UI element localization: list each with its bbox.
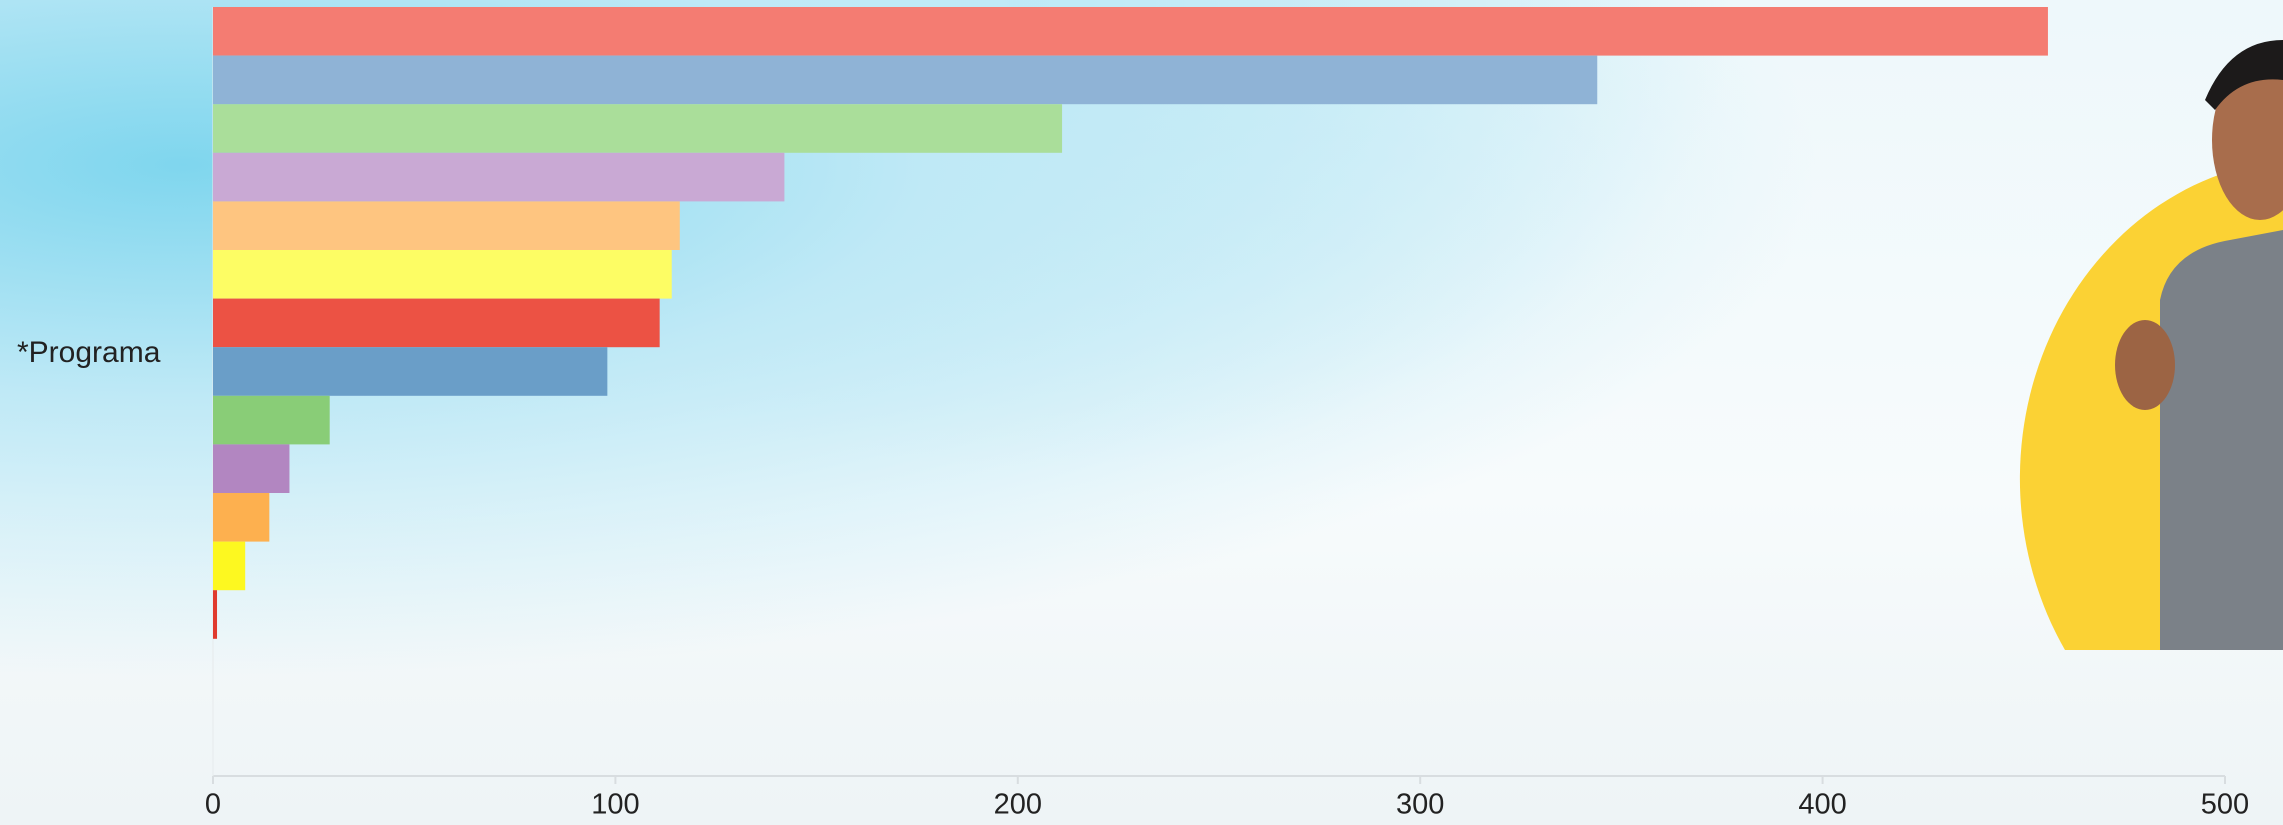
x-tick-label: 500 (2201, 789, 2249, 821)
bar (213, 250, 672, 299)
x-tick-label: 100 (591, 789, 639, 821)
bar (213, 55, 1598, 105)
bar (213, 347, 608, 396)
person-head (2212, 60, 2283, 220)
bar (213, 395, 330, 445)
person-hair (2205, 40, 2283, 110)
person-shirt (2160, 230, 2283, 650)
x-tick-label: 400 (1798, 789, 1846, 821)
decoration (2019, 40, 2283, 650)
bar (213, 152, 785, 202)
category-label: *Programa (17, 336, 161, 369)
bar (213, 201, 680, 250)
x-tick-label: 0 (205, 789, 221, 821)
bar (213, 298, 660, 348)
bar (213, 104, 1063, 153)
bar (213, 7, 2048, 56)
bar (213, 444, 290, 493)
x-tick-label: 200 (994, 789, 1042, 821)
x-tick-label: 300 (1396, 789, 1444, 821)
bar (213, 541, 246, 591)
person-hand (2115, 320, 2175, 410)
bar (213, 590, 218, 639)
bar (213, 493, 270, 542)
